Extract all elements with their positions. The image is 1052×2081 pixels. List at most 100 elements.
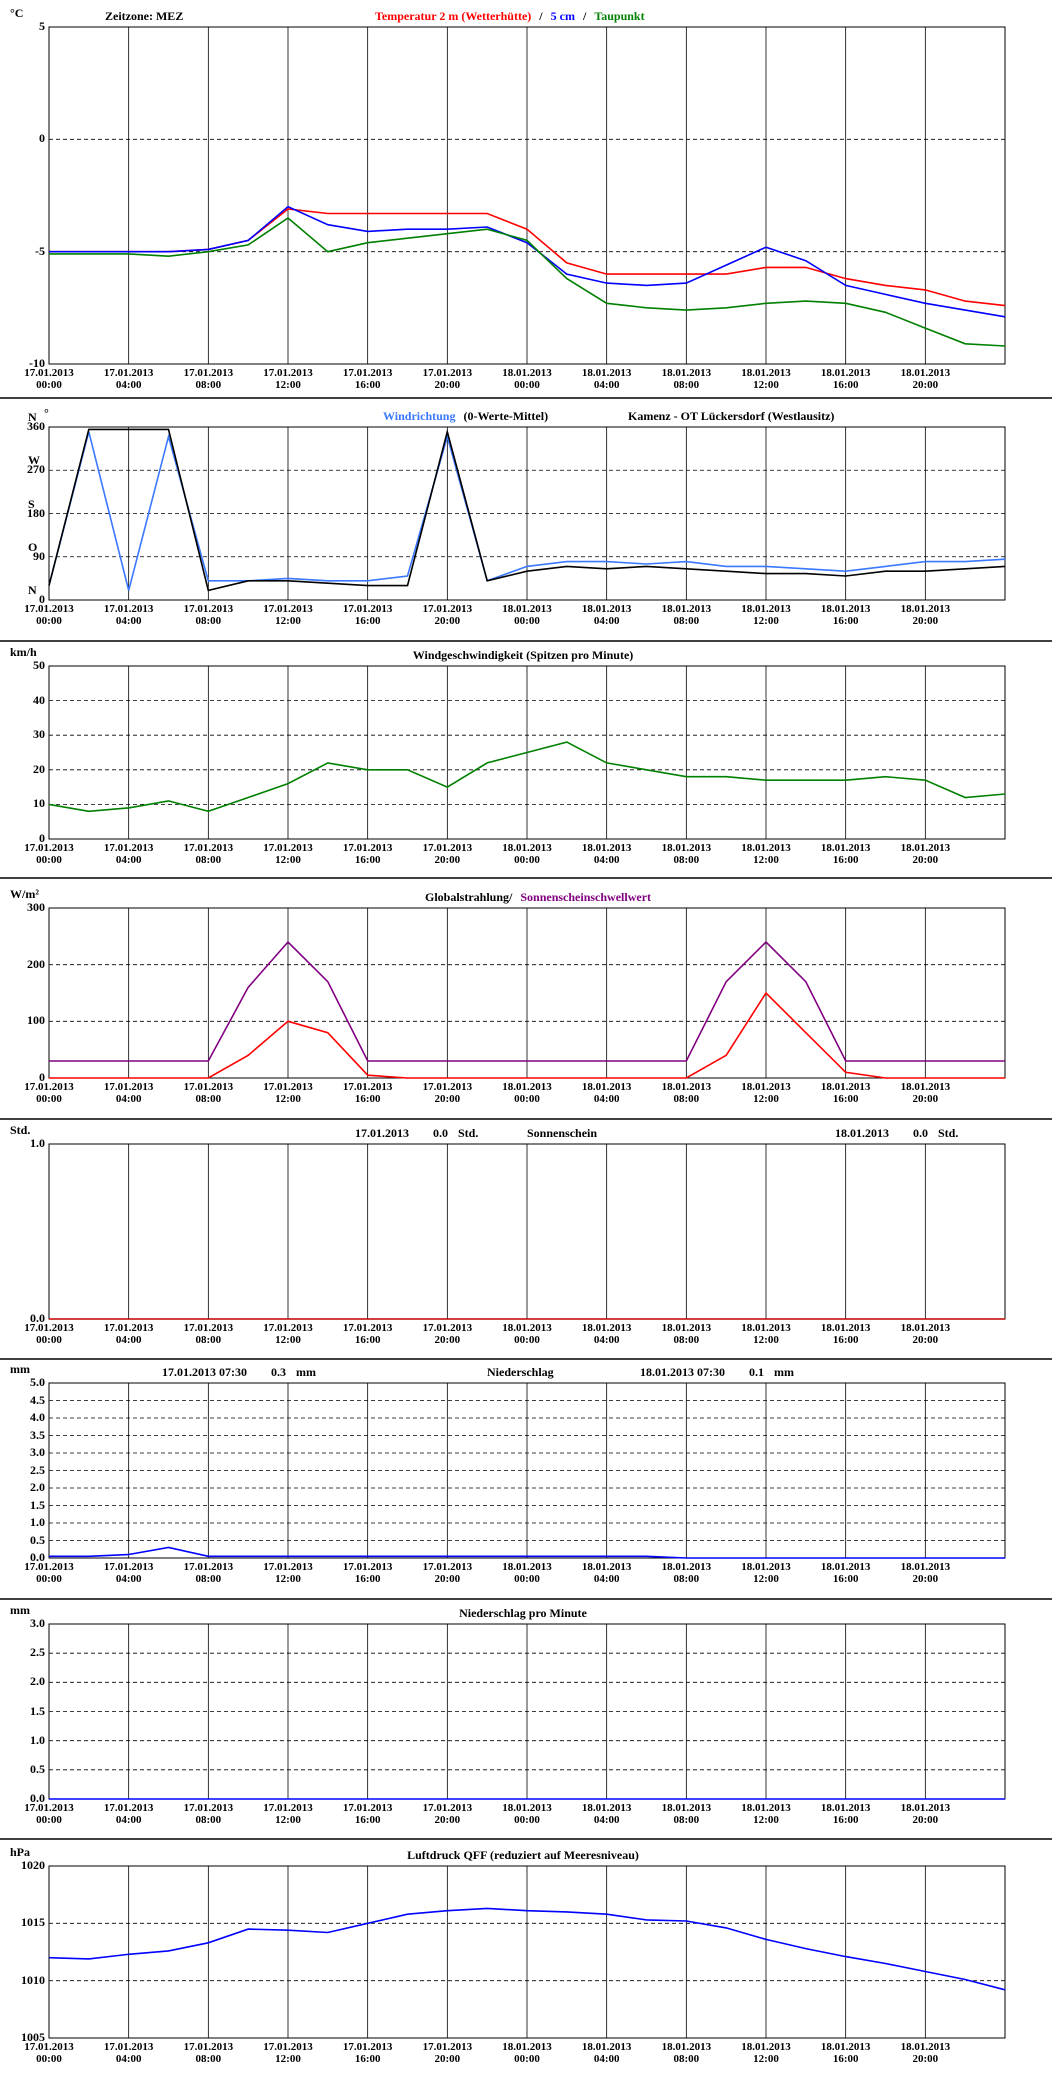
x-tick-label: 18.01.2013 20:00	[900, 1081, 951, 1105]
y-tick-label: 2.0	[30, 1674, 45, 1689]
y-tick-label: 360	[27, 419, 45, 433]
x-tick-label: 17.01.2013 20:00	[422, 1802, 473, 1826]
y-tick-label: 1010	[21, 1972, 45, 1987]
x-tick-label: 18.01.2013 12:00	[741, 842, 791, 866]
y-tick-label: 0.5	[30, 1761, 45, 1776]
x-tick-label: 17.01.2013 20:00	[422, 1081, 473, 1105]
summary-value: 0.0	[433, 1126, 448, 1140]
summary-label: 17.01.2013 07:30	[162, 1365, 247, 1379]
x-tick-label: 17.01.2013 12:00	[263, 603, 313, 627]
x-tick-label: 17.01.2013 12:00	[263, 367, 313, 391]
x-tick-label: 18.01.2013 00:00	[502, 367, 552, 391]
x-tick-label: 18.01.2013 12:00	[741, 367, 791, 391]
x-tick-label: 18.01.2013 04:00	[581, 1802, 632, 1826]
x-tick-label: 18.01.2013 08:00	[661, 367, 712, 391]
x-tick-label: 18.01.2013 20:00	[900, 603, 951, 627]
x-tick-label: 17.01.2013 00:00	[24, 2041, 74, 2065]
y-tick-label: -10	[29, 356, 45, 370]
data-line	[48, 1907, 1006, 1991]
chart-title: Niederschlag	[487, 1365, 554, 1379]
y-tick-label: 1020	[21, 1858, 45, 1872]
chart-title: Globalstrahlung/	[425, 890, 513, 904]
x-tick-label: 18.01.2013 12:00	[741, 2041, 791, 2065]
data-line	[49, 216, 1006, 347]
x-tick-label: 18.01.2013 08:00	[661, 603, 712, 627]
header: Temperatur 2 m (Wetterhütte) / 5 cm / Taupun…	[375, 9, 653, 23]
data-line	[49, 1546, 1005, 1559]
y-tick-label: 1.5	[30, 1497, 45, 1512]
header: Sonnenschein	[527, 1126, 605, 1140]
station: Kamenz - OT Lückersdorf (Westlausitz)	[628, 409, 835, 423]
summary-unit: Std.	[938, 1126, 959, 1140]
x-tick-label: 18.01.2013 04:00	[581, 603, 632, 627]
header: Windrichtung (0-Werte-Mittel)	[383, 409, 556, 423]
x-tick-label: 17.01.2013 16:00	[342, 1322, 393, 1346]
x-tick-label: 18.01.2013 12:00	[741, 1081, 791, 1105]
x-tick-label: 17.01.2013 00:00	[24, 603, 74, 627]
unit-label: Std.	[10, 1123, 31, 1137]
x-tick-label: 17.01.2013 20:00	[422, 1561, 473, 1585]
x-tick-label: 17.01.2013 12:00	[263, 1802, 313, 1826]
data-line	[48, 431, 1006, 591]
x-tick-label: 18.01.2013 04:00	[581, 2041, 632, 2065]
x-tick-label: 17.01.2013 16:00	[342, 1802, 393, 1826]
summary-unit: Std.	[458, 1126, 479, 1140]
x-tick-label: 18.01.2013 20:00	[900, 367, 951, 391]
x-tick-label: 17.01.2013 16:00	[342, 1561, 393, 1585]
unit-label: °C	[10, 6, 24, 20]
x-tick-label: 17.01.2013 20:00	[422, 1322, 473, 1346]
summary-unit: mm	[296, 1365, 316, 1379]
x-tick-label: 18.01.2013 16:00	[820, 1802, 871, 1826]
y-tick-label: 40	[33, 692, 45, 707]
x-tick-label: 18.01.2013 04:00	[581, 1561, 632, 1585]
y-tick-label: 100	[27, 1013, 45, 1028]
x-tick-label: 18.01.2013 20:00	[900, 842, 951, 866]
header: 17.01.2013 0.0 Std.	[355, 1126, 486, 1140]
unit-label: W/m²	[10, 887, 39, 901]
y-tick-label: 30	[33, 727, 45, 742]
x-tick-label: 17.01.2013 04:00	[103, 603, 154, 627]
y-tick-label: 2.5	[30, 1645, 45, 1660]
y-tick-label: 2.5	[30, 1462, 45, 1477]
legend-entry: (0-Werte-Mittel)	[463, 409, 549, 423]
header: 17.01.2013 07:30 0.3 mm	[162, 1365, 324, 1379]
x-tick-label: 17.01.2013 20:00	[422, 367, 473, 391]
header: Niederschlag	[487, 1365, 562, 1379]
summary-unit: mm	[774, 1365, 794, 1379]
x-tick-label: 17.01.2013 16:00	[342, 367, 393, 391]
unit-label: km/h	[10, 645, 37, 659]
x-tick-label: 18.01.2013 08:00	[661, 1561, 712, 1585]
y-tick-label: 10	[33, 796, 45, 811]
y-tick-label: 0	[39, 1070, 45, 1084]
summary-label: 17.01.2013	[355, 1126, 409, 1140]
legend-separator: /	[582, 9, 587, 23]
y-tick-label: 1.5	[30, 1703, 45, 1718]
y-tick-label: 2.0	[30, 1480, 45, 1494]
x-tick-label: 18.01.2013 08:00	[661, 1802, 712, 1826]
y-tick-label: 1.0	[30, 1136, 45, 1150]
x-tick-label: 18.01.2013 12:00	[741, 603, 791, 627]
x-tick-label: 17.01.2013 08:00	[183, 2041, 234, 2065]
data-line	[49, 205, 1006, 318]
legend-entry: Sonnenscheinschwellwert	[520, 890, 652, 904]
legend-entry: Temperatur 2 m (Wetterhütte)	[375, 9, 532, 23]
y-tick-label: 0.5	[30, 1532, 45, 1547]
x-tick-label: 17.01.2013 12:00	[263, 1322, 313, 1346]
x-tick-label: 17.01.2013 00:00	[24, 367, 74, 391]
header: Kamenz - OT Lückersdorf (Westlausitz)	[628, 409, 842, 423]
x-tick-label: 18.01.2013 16:00	[820, 1322, 871, 1346]
y-tick-label: -5	[35, 243, 45, 258]
x-tick-label: 17.01.2013 00:00	[24, 842, 74, 866]
legend-separator: /	[539, 9, 543, 23]
x-tick-label: 17.01.2013 00:00	[24, 1322, 74, 1346]
x-tick-label: 18.01.2013 20:00	[900, 1322, 951, 1346]
header: 18.01.2013 07:30 0.1 mm	[640, 1365, 802, 1379]
header: Luftdruck QFF (reduziert auf Meeresnivea…	[49, 1848, 1005, 1862]
y-tick-label: 4.5	[30, 1392, 45, 1407]
x-tick-label: 17.01.2013 04:00	[103, 1802, 154, 1826]
legend-entry: Windrichtung	[383, 409, 456, 423]
x-tick-label: 18.01.2013 08:00	[661, 842, 712, 866]
header: Zeitzone: MEZ	[105, 9, 191, 23]
y-tick-label: 1.0	[30, 1515, 45, 1529]
